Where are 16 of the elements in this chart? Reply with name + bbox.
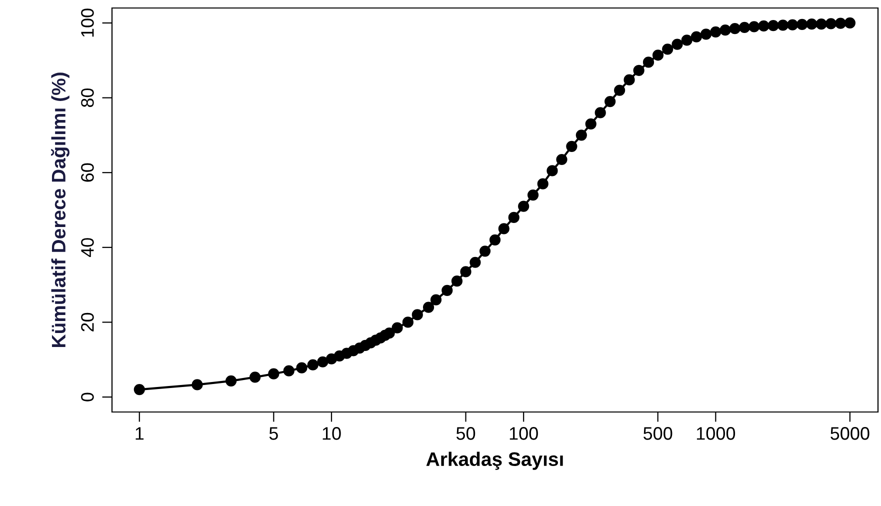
x-tick-label: 1000 bbox=[696, 427, 736, 440]
y-tick-label: 40 bbox=[81, 238, 94, 258]
x-tick-label: 50 bbox=[456, 427, 476, 440]
x-tick-label: 1 bbox=[136, 427, 144, 440]
y-tick-label: 100 bbox=[81, 8, 94, 37]
y-tick-label: 20 bbox=[81, 312, 94, 332]
y-tick-label: 0 bbox=[81, 392, 94, 402]
y-tick-label: 60 bbox=[81, 163, 94, 182]
x-tick-label: 5000 bbox=[830, 427, 870, 440]
x-tick-label: 500 bbox=[644, 427, 672, 440]
y-axis-title: Kümülatif Derece Dağılımı (%) bbox=[51, 72, 70, 347]
y-tick-label: 80 bbox=[81, 88, 94, 108]
x-axis-title: Arkadaş Sayısı bbox=[426, 452, 563, 470]
x-tick-label: 100 bbox=[510, 427, 538, 440]
x-tick-label: 10 bbox=[322, 427, 341, 440]
x-tick-label: 5 bbox=[269, 427, 278, 440]
